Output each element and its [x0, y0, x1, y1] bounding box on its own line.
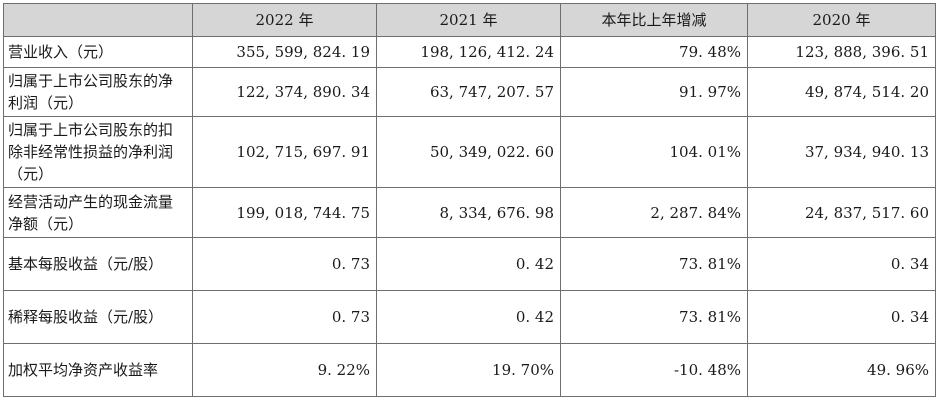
value-2022: 355, 599, 824. 19: [192, 36, 377, 68]
row-label: 归属于上市公司股东的净利润（元）: [3, 67, 193, 117]
value-2022: 122, 374, 890. 34: [192, 67, 377, 117]
row-label: 营业收入（元）: [3, 36, 193, 68]
value-2022: 9. 22%: [192, 343, 377, 397]
row-label: 加权平均净资产收益率: [3, 343, 193, 397]
value-2020: 123, 888, 396. 51: [747, 36, 936, 68]
value-2021: 50, 349, 022. 60: [376, 116, 561, 188]
value-change: 73. 81%: [560, 237, 748, 291]
value-2020: 0. 34: [747, 237, 936, 291]
header-year-2021: 2021 年: [376, 3, 561, 37]
row-label: 基本每股收益（元/股）: [3, 237, 193, 291]
row-label: 归属于上市公司股东的扣除非经常性损益的净利润（元）: [3, 116, 193, 188]
value-2020: 0. 34: [747, 290, 936, 344]
value-2021: 63, 747, 207. 57: [376, 67, 561, 117]
header-year-2022: 2022 年: [192, 3, 377, 37]
header-item-label: [3, 3, 193, 37]
value-change: 2, 287. 84%: [560, 187, 748, 238]
value-2020: 37, 934, 940. 13: [747, 116, 936, 188]
row-label: 稀释每股收益（元/股）: [3, 290, 193, 344]
header-year-2020: 2020 年: [747, 3, 936, 37]
value-2022: 0. 73: [192, 290, 377, 344]
header-yoy-change: 本年比上年增减: [560, 3, 748, 37]
value-2021: 0. 42: [376, 290, 561, 344]
table-row: 经营活动产生的现金流量净额（元） 199, 018, 744. 75 8, 33…: [3, 187, 936, 238]
value-2022: 199, 018, 744. 75: [192, 187, 377, 238]
table-row: 归属于上市公司股东的扣除非经常性损益的净利润（元） 102, 715, 697.…: [3, 116, 936, 188]
header-row: 2022 年 2021 年 本年比上年增减 2020 年: [3, 3, 936, 37]
value-2021: 0. 42: [376, 237, 561, 291]
value-2022: 0. 73: [192, 237, 377, 291]
value-change: -10. 48%: [560, 343, 748, 397]
value-2022: 102, 715, 697. 91: [192, 116, 377, 188]
table-row: 基本每股收益（元/股） 0. 73 0. 42 73. 81% 0. 34: [3, 237, 936, 291]
row-label: 经营活动产生的现金流量净额（元）: [3, 187, 193, 238]
value-2020: 49. 96%: [747, 343, 936, 397]
value-2021: 8, 334, 676. 98: [376, 187, 561, 238]
financial-indicators-table: 2022 年 2021 年 本年比上年增减 2020 年 营业收入（元） 355…: [3, 3, 936, 397]
value-2020: 49, 874, 514. 20: [747, 67, 936, 117]
table-row: 营业收入（元） 355, 599, 824. 19 198, 126, 412.…: [3, 36, 936, 68]
value-change: 79. 48%: [560, 36, 748, 68]
value-change: 104. 01%: [560, 116, 748, 188]
value-2021: 198, 126, 412. 24: [376, 36, 561, 68]
value-change: 91. 97%: [560, 67, 748, 117]
value-2020: 24, 837, 517. 60: [747, 187, 936, 238]
table-row: 归属于上市公司股东的净利润（元） 122, 374, 890. 34 63, 7…: [3, 67, 936, 117]
value-2021: 19. 70%: [376, 343, 561, 397]
table-row: 加权平均净资产收益率 9. 22% 19. 70% -10. 48% 49. 9…: [3, 343, 936, 397]
table-row: 稀释每股收益（元/股） 0. 73 0. 42 73. 81% 0. 34: [3, 290, 936, 344]
value-change: 73. 81%: [560, 290, 748, 344]
